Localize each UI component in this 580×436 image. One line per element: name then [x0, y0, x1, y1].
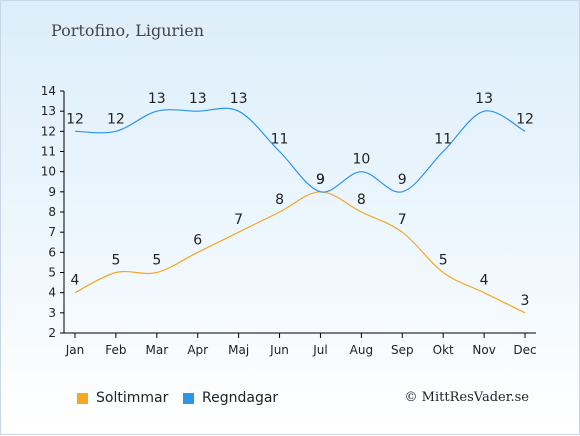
data-label-regndagar: 12	[66, 111, 84, 127]
y-tick-label: 14	[41, 84, 56, 98]
x-tick-label: Jun	[269, 343, 289, 357]
series-line-soltimmar	[74, 191, 526, 314]
legend-item-soltimmar: Soltimmar	[77, 390, 168, 406]
axes: 2 3 4 5 6 7 8 9 10 11 12 13 14 Jan Feb Mar Apr Maj Jun Jul A…	[41, 84, 537, 357]
series-line-regndagar	[74, 107, 526, 193]
data-label-soltimmar: 6	[193, 232, 202, 248]
y-tick-label: 12	[41, 124, 56, 138]
data-label-regndagar: 13	[230, 91, 248, 107]
y-tick-label: 7	[48, 225, 56, 239]
x-tick-label: Aug	[350, 343, 373, 357]
x-tick-label: Okt	[433, 343, 454, 357]
y-tick-label: 3	[48, 306, 56, 320]
data-label-soltimmar: 5	[152, 253, 161, 269]
series-lines	[74, 107, 526, 314]
legend-item-regndagar: Regndagar	[183, 390, 278, 406]
y-tick-label: 10	[41, 165, 56, 179]
data-label-regndagar: 13	[475, 91, 493, 107]
x-tick-label: Jul	[312, 343, 327, 357]
y-tick-label: 5	[48, 266, 56, 280]
data-label-soltimmar: 8	[275, 192, 284, 208]
y-tick-label: 6	[48, 245, 56, 259]
data-label-soltimmar: 5	[439, 253, 448, 269]
y-tick-label: 2	[48, 326, 56, 340]
chart-title: Portofino, Ligurien	[51, 21, 205, 40]
x-tick-label: Dec	[513, 343, 536, 357]
y-tick-label: 13	[41, 104, 56, 118]
x-tick-label: Feb	[105, 343, 126, 357]
data-label-regndagar: 10	[352, 152, 370, 168]
y-tick-label: 8	[48, 205, 56, 219]
y-tick-label: 11	[41, 145, 56, 159]
data-label-regndagar: 11	[434, 132, 452, 148]
copyright-text: © MittResVader.se	[404, 390, 529, 405]
legend-label-regndagar: Regndagar	[202, 390, 279, 406]
x-tick-label: Jan	[65, 343, 85, 357]
data-label-regndagar: 12	[516, 111, 534, 127]
y-tick-label: 4	[48, 286, 56, 300]
data-label-regndagar: 13	[148, 91, 166, 107]
y-tick-label: 9	[48, 185, 56, 199]
data-label-soltimmar: 5	[111, 253, 120, 269]
legend-swatch-soltimmar	[77, 392, 88, 404]
data-label-soltimmar: 7	[234, 212, 243, 228]
data-label-regndagar: 9	[316, 172, 325, 188]
data-label-soltimmar: 4	[480, 273, 489, 289]
data-label-soltimmar: 3	[521, 293, 530, 309]
x-tick-label: Maj	[228, 343, 249, 357]
data-label-regndagar: 11	[271, 132, 289, 148]
data-label-regndagar: 12	[107, 111, 125, 127]
data-label-soltimmar: 9	[316, 172, 325, 188]
x-tick-label: Sep	[391, 343, 414, 357]
data-label-regndagar: 9	[398, 172, 407, 188]
legend-label-soltimmar: Soltimmar	[96, 390, 169, 406]
data-label-soltimmar: 8	[357, 192, 366, 208]
x-tick-label: Mar	[145, 343, 168, 357]
legend-swatch-regndagar	[183, 392, 194, 404]
x-tick-label: Nov	[472, 343, 495, 357]
data-label-soltimmar: 4	[71, 273, 80, 289]
data-label-soltimmar: 7	[398, 212, 407, 228]
data-label-regndagar: 13	[189, 91, 207, 107]
x-tick-label: Apr	[187, 343, 208, 357]
